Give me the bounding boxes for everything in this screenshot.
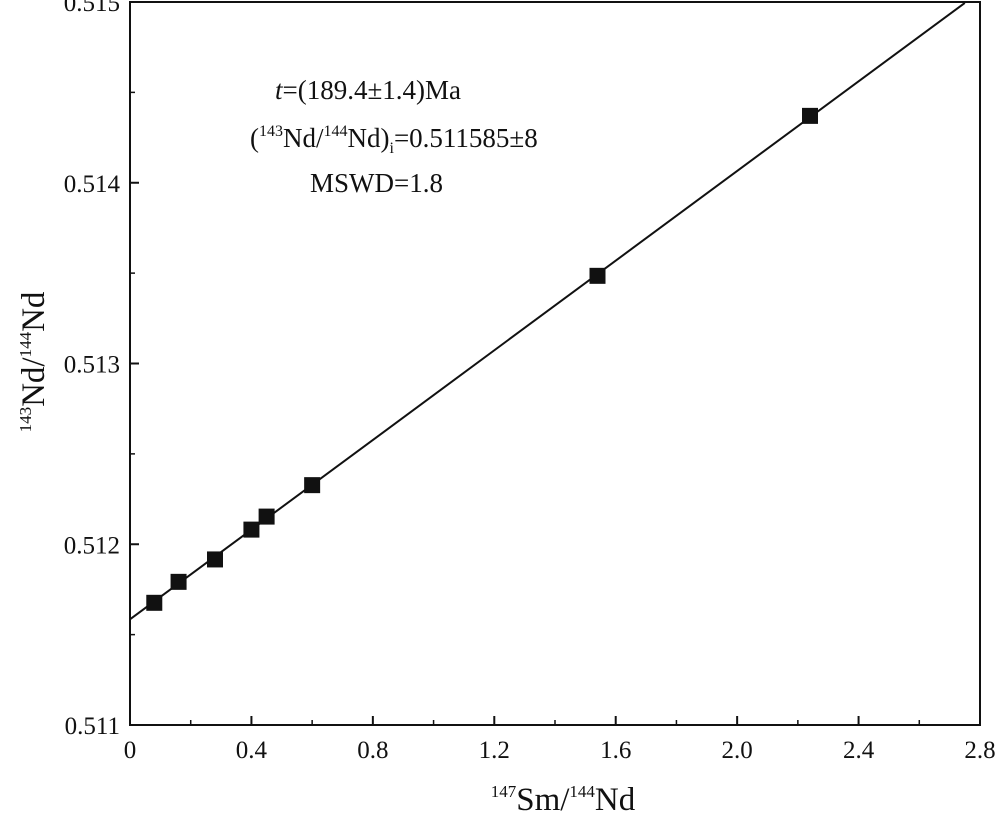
data-point [170,573,187,590]
y-axis-label: 143Nd/144Nd [16,291,52,432]
plot-frame [129,1,981,726]
data-point [589,267,606,284]
data-point [207,551,223,568]
x-axis-label: 147Sm/144Nd [491,782,636,818]
y-tick-label: 0.511 [65,713,120,740]
plot-border [129,1,981,726]
y-axis-ticks: 0.511 0.512 0.513 0.514 0.515 [64,0,139,740]
x-tick-label: 0 [124,737,137,764]
x-tick-label: 0.4 [236,737,268,764]
y-tick-label: 0.515 [64,0,120,17]
annotation-age: t=(189.4±1.4)Ma [275,75,461,105]
data-point [243,521,260,538]
x-tick-label: 1.6 [600,737,631,764]
y-tick-label: 0.513 [64,352,120,379]
data-point [146,594,163,611]
x-tick-label: 2.8 [964,737,995,764]
data-point [258,508,275,525]
x-tick-label: 1.2 [479,737,510,764]
x-tick-label: 2.0 [722,737,753,764]
x-tick-label: 0.8 [357,737,388,764]
data-point [304,477,321,494]
data-point [802,107,818,124]
data-points [146,107,818,611]
y-tick-label: 0.514 [64,171,121,198]
annotation-mswd: MSWD=1.8 [310,168,443,198]
annotation-initial-ratio: (143Nd/144Nd)i=0.511585±8 [250,123,538,157]
x-tick-label: 2.4 [843,737,875,764]
y-tick-label: 0.512 [64,532,120,559]
x-axis-ticks: 0 0.4 0.8 1.2 1.6 2.0 2.4 2.8 [124,716,996,764]
